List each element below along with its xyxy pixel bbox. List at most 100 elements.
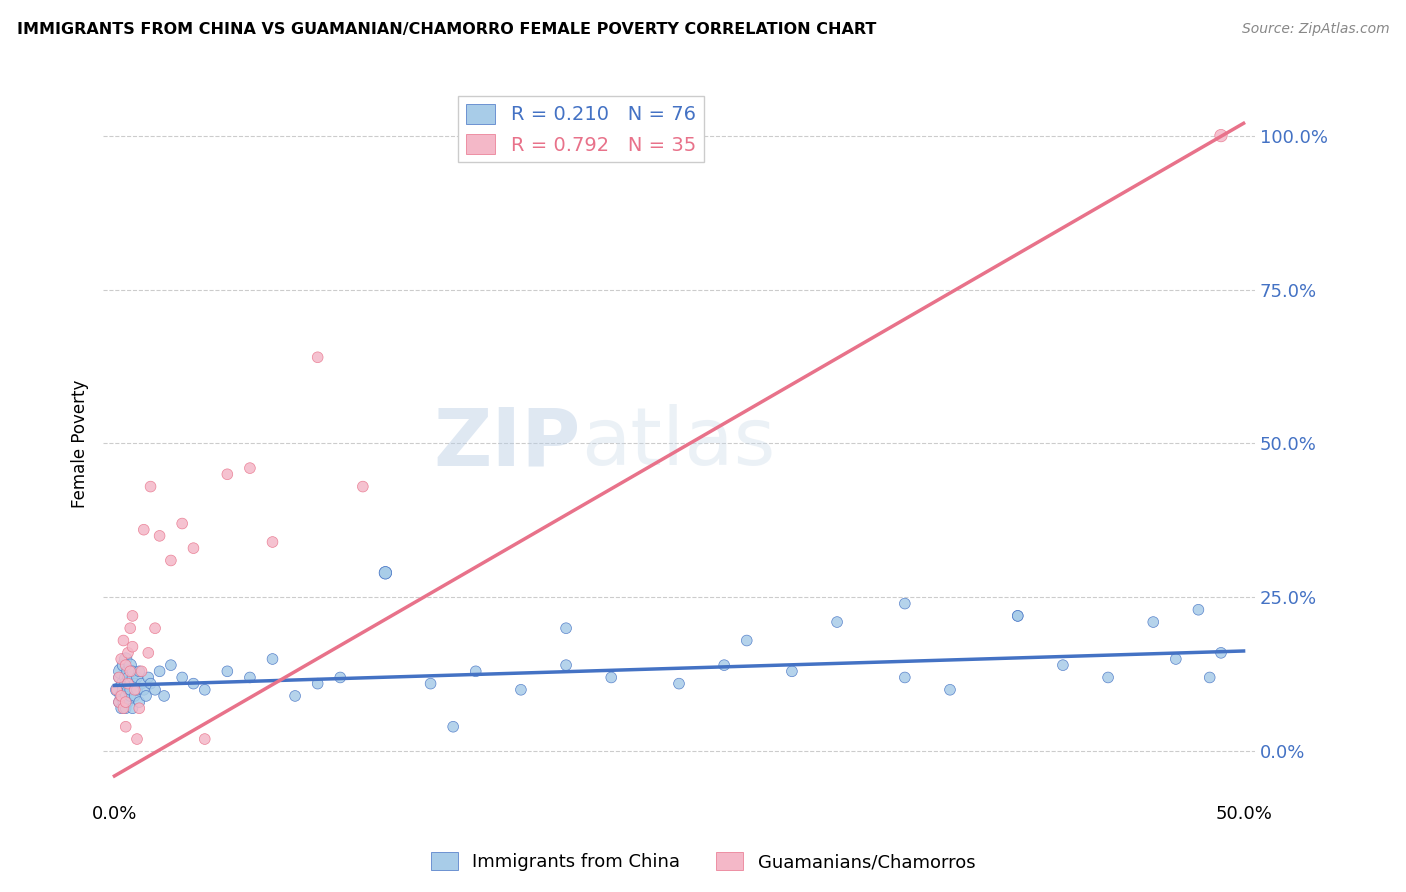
Point: [329, 670, 352, 684]
Point: [114, 720, 136, 734]
Point: [160, 658, 183, 673]
Text: atlas: atlas: [581, 404, 776, 483]
Point: [108, 670, 131, 684]
Point: [374, 566, 396, 580]
Point: [120, 658, 142, 673]
Point: [114, 695, 136, 709]
Point: [112, 676, 135, 690]
Point: [132, 523, 155, 537]
Point: [555, 621, 578, 635]
Point: [112, 695, 135, 709]
Point: [239, 670, 262, 684]
Point: [1007, 608, 1029, 623]
Point: [125, 682, 148, 697]
Point: [1209, 646, 1232, 660]
Point: [128, 695, 150, 709]
Point: [894, 670, 917, 684]
Point: [112, 701, 135, 715]
Point: [194, 732, 217, 747]
Text: IMMIGRANTS FROM CHINA VS GUAMANIAN/CHAMORRO FEMALE POVERTY CORRELATION CHART: IMMIGRANTS FROM CHINA VS GUAMANIAN/CHAMO…: [17, 22, 876, 37]
Point: [120, 682, 142, 697]
Point: [183, 541, 205, 556]
Point: [105, 682, 128, 697]
Point: [108, 670, 131, 684]
Point: [555, 658, 578, 673]
Point: [217, 467, 239, 482]
Point: [374, 566, 396, 580]
Point: [131, 665, 153, 679]
Point: [441, 720, 464, 734]
Point: [112, 658, 135, 673]
Point: [114, 658, 136, 673]
Point: [149, 529, 172, 543]
Point: [110, 689, 132, 703]
Point: [124, 676, 146, 690]
Point: [239, 461, 262, 475]
Point: [713, 658, 735, 673]
Point: [114, 652, 136, 666]
Point: [117, 682, 139, 697]
Point: [124, 689, 146, 703]
Point: [108, 695, 131, 709]
Point: [217, 665, 239, 679]
Point: [153, 689, 176, 703]
Point: [143, 621, 166, 635]
Point: [668, 676, 690, 690]
Point: [509, 682, 531, 697]
Point: [120, 676, 142, 690]
Point: [172, 670, 194, 684]
Point: [135, 689, 157, 703]
Point: [136, 670, 159, 684]
Point: [136, 646, 159, 660]
Point: [139, 676, 162, 690]
Legend: Immigrants from China, Guamanians/Chamorros: Immigrants from China, Guamanians/Chamor…: [423, 845, 983, 879]
Point: [464, 665, 486, 679]
Point: [128, 701, 150, 715]
Point: [160, 553, 183, 567]
Point: [139, 480, 162, 494]
Point: [262, 652, 284, 666]
Point: [1052, 658, 1074, 673]
Point: [114, 689, 136, 703]
Point: [112, 633, 135, 648]
Point: [143, 682, 166, 697]
Point: [117, 646, 139, 660]
Point: [120, 621, 142, 635]
Point: [128, 665, 150, 679]
Point: [120, 689, 142, 703]
Point: [307, 351, 329, 365]
Point: [1142, 615, 1164, 629]
Point: [194, 682, 217, 697]
Point: [120, 665, 142, 679]
Text: ZIP: ZIP: [434, 404, 581, 483]
Point: [131, 676, 153, 690]
Point: [183, 676, 205, 690]
Point: [1097, 670, 1119, 684]
Point: [114, 701, 136, 715]
Point: [1187, 603, 1209, 617]
Point: [125, 670, 148, 684]
Point: [117, 670, 139, 684]
Point: [419, 676, 441, 690]
Text: Source: ZipAtlas.com: Source: ZipAtlas.com: [1241, 22, 1389, 37]
Point: [1007, 608, 1029, 623]
Point: [172, 516, 194, 531]
Point: [1198, 670, 1220, 684]
Point: [110, 652, 132, 666]
Point: [262, 535, 284, 549]
Point: [112, 682, 135, 697]
Point: [108, 695, 131, 709]
Point: [939, 682, 962, 697]
Point: [110, 665, 132, 679]
Point: [117, 695, 139, 709]
Point: [121, 670, 143, 684]
Point: [105, 682, 128, 697]
Point: [284, 689, 307, 703]
Point: [114, 676, 136, 690]
Point: [780, 665, 803, 679]
Point: [600, 670, 623, 684]
Point: [307, 676, 329, 690]
Point: [825, 615, 848, 629]
Point: [110, 689, 132, 703]
Point: [352, 480, 374, 494]
